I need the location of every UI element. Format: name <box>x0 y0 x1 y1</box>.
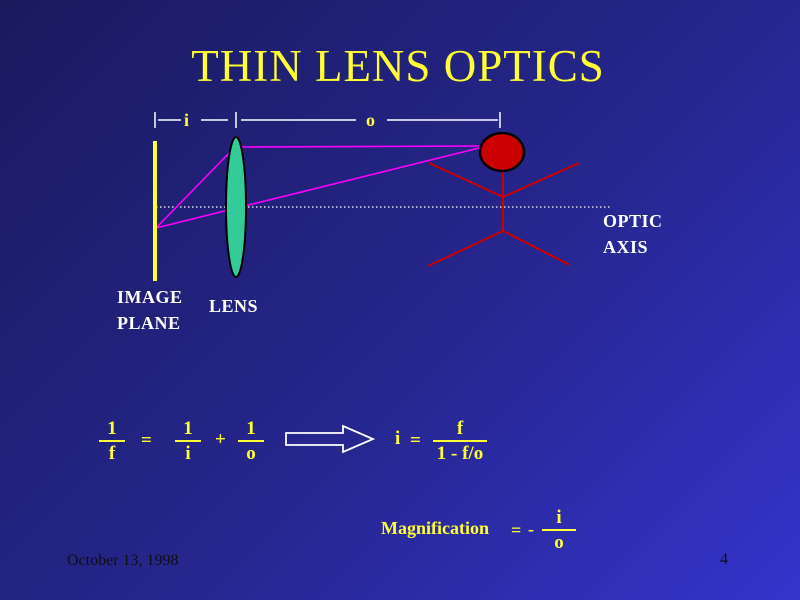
fraction-f-over-1-minus-f-o: f 1 - f/o <box>433 419 487 463</box>
fraction-bar <box>238 440 264 442</box>
minus-sign: - <box>528 519 534 539</box>
fraction-denominator: 1 - f/o <box>436 443 484 464</box>
plus-sign: + <box>215 429 226 450</box>
fraction-denominator: f <box>108 443 116 464</box>
optic-axis-label-line1: OPTIC <box>603 211 663 231</box>
image-distance-label: i <box>184 110 190 130</box>
equals-sign: = <box>141 430 152 451</box>
fraction-denominator: i <box>185 443 191 464</box>
footer-date: October 13, 1998 <box>67 552 179 569</box>
fraction-i-over-o: i o <box>542 508 576 552</box>
fraction-numerator: 1 <box>183 418 193 439</box>
implies-arrow <box>285 424 376 454</box>
optic-axis-label: OPTIC AXIS <box>603 208 663 260</box>
fraction-numerator: 1 <box>246 418 256 439</box>
fraction-bar <box>99 440 125 442</box>
optic-axis-label-line2: AXIS <box>603 237 649 257</box>
fraction-bar <box>433 440 487 442</box>
ray-parallel <box>235 145 480 148</box>
figure-head <box>478 131 526 173</box>
fraction-numerator: f <box>456 418 464 439</box>
ray-chief <box>155 147 480 229</box>
result-lhs-i: i <box>395 428 401 449</box>
figure-leg-left <box>427 230 504 267</box>
fraction-one-over-f: 1 f <box>99 419 125 463</box>
fraction-bar <box>542 529 576 531</box>
fraction-one-over-i: 1 i <box>175 419 201 463</box>
fraction-denominator: o <box>554 532 564 553</box>
equals-sign: = <box>511 520 522 540</box>
page-number: 4 <box>720 551 728 568</box>
lens-label: LENS <box>209 296 259 316</box>
fraction-one-over-o: 1 o <box>238 419 264 463</box>
image-plane-label-line2: PLANE <box>117 313 181 333</box>
equals-sign: = <box>410 430 421 451</box>
figure-leg-right <box>502 230 571 266</box>
image-plane-label-line1: IMAGE <box>117 287 183 307</box>
fraction-numerator: 1 <box>107 418 117 439</box>
figure-arm-right <box>502 162 580 198</box>
figure-arm-left <box>428 162 504 198</box>
ray-refracted <box>155 145 237 229</box>
object-distance-label: o <box>366 110 375 130</box>
fraction-denominator: o <box>246 443 256 464</box>
fraction-bar <box>175 440 201 442</box>
fraction-numerator: i <box>556 507 562 528</box>
magnification-label: Magnification <box>381 518 489 538</box>
image-plane-label: IMAGE PLANE <box>117 284 183 336</box>
lens-ellipse <box>225 136 247 278</box>
slide-title: THIN LENS OPTICS <box>191 41 605 91</box>
